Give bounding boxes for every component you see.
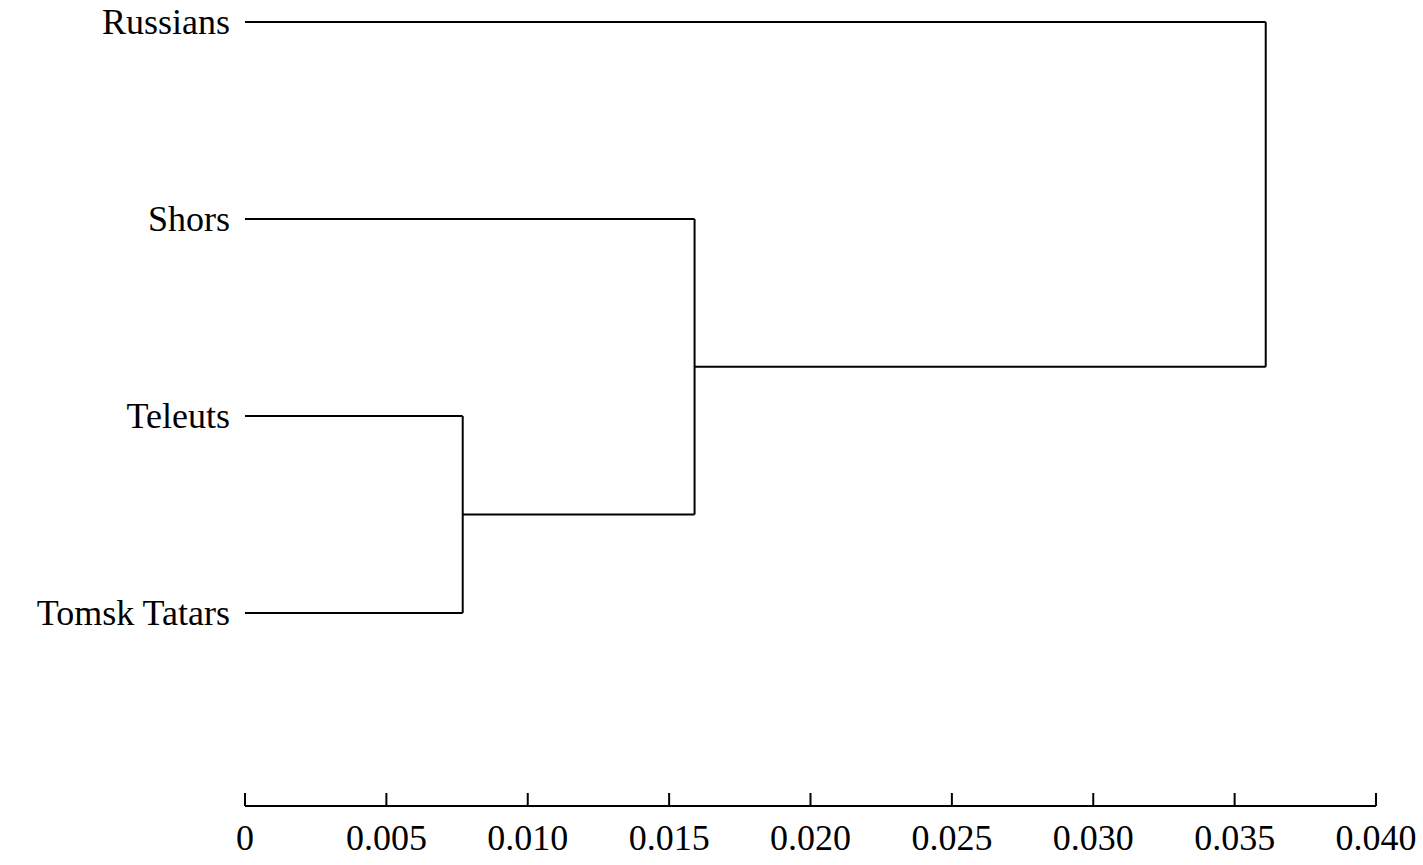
x-tick-label: 0 (236, 818, 254, 858)
link-horizontal (245, 21, 1266, 23)
x-tick-label: 0.035 (1194, 818, 1275, 858)
x-tick (810, 793, 812, 806)
link-horizontal (463, 514, 695, 516)
x-tick-label: 0.005 (346, 818, 427, 858)
x-tick-label: 0.030 (1053, 818, 1134, 858)
x-tick (385, 793, 387, 806)
x-tick (1234, 793, 1236, 806)
chart: Russians Shors Teleuts Tomsk Tatars 0 0.005 0.… (0, 0, 1423, 865)
link-horizontal (695, 366, 1266, 368)
x-tick-label: 0.040 (1336, 818, 1417, 858)
x-tick-label: 0.015 (629, 818, 710, 858)
leaf-label: Teleuts (127, 396, 230, 436)
x-tick-label: 0.025 (911, 818, 992, 858)
leaf-label: Shors (148, 199, 230, 239)
link-horizontal (245, 415, 463, 417)
x-tick-label: 0.020 (770, 818, 851, 858)
link-horizontal (245, 612, 463, 614)
x-tick (527, 793, 529, 806)
link-horizontal (245, 218, 695, 220)
x-tick (951, 793, 953, 806)
x-tick (668, 793, 670, 806)
link-vertical (1265, 22, 1267, 367)
x-tick (1092, 793, 1094, 806)
dendrogram-links (245, 22, 1266, 613)
x-tick-label: 0.010 (487, 818, 568, 858)
x-tick (1375, 793, 1377, 806)
leaf-label: Russians (102, 2, 230, 42)
x-tick (244, 793, 246, 806)
leaf-label: Tomsk Tatars (37, 593, 230, 633)
